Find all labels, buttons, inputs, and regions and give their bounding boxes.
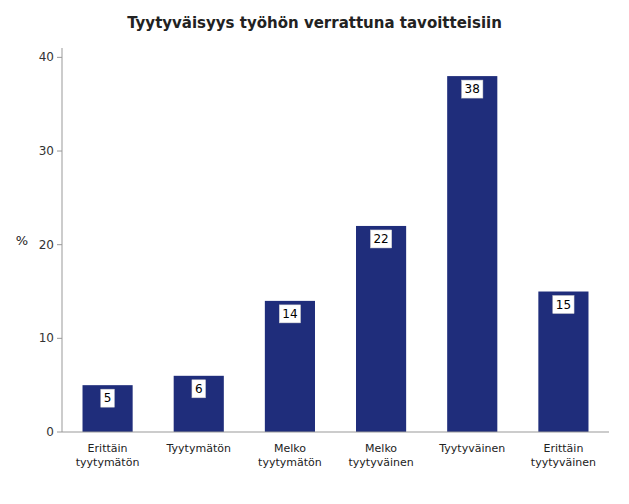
data-label: 14 xyxy=(279,305,300,323)
y-tick xyxy=(57,57,62,58)
data-label-text: 14 xyxy=(282,307,297,321)
bar xyxy=(174,376,224,432)
data-label-box xyxy=(101,389,115,407)
x-tick-label: Tyytymätön xyxy=(166,442,231,455)
data-label-box xyxy=(279,305,300,323)
title: Tyytyväisyys työhön verrattuna tavoittei… xyxy=(127,14,502,32)
y-tick-label: 30 xyxy=(39,144,54,158)
x-tick-label: Erittäintyytyväinen xyxy=(531,442,596,469)
data-label: 38 xyxy=(462,80,483,98)
chart: Tyytyväisyys työhön verrattuna tavoittei… xyxy=(0,0,629,504)
bar xyxy=(83,385,133,432)
y-tick xyxy=(57,432,62,433)
y-tick xyxy=(57,151,62,152)
bars xyxy=(83,76,589,432)
x-tick-label: Erittäintyytymätön xyxy=(76,442,140,469)
bar xyxy=(447,76,497,432)
bar xyxy=(356,226,406,432)
data-label-box xyxy=(370,230,391,248)
bar xyxy=(265,301,315,432)
y-tick-label: 10 xyxy=(39,331,54,345)
data-label-text: 38 xyxy=(465,82,480,96)
data-label-box xyxy=(462,80,483,98)
data-label-box xyxy=(553,296,574,314)
y-axis: 0 10 20 30 40 xyxy=(39,48,62,439)
data-label: 22 xyxy=(370,230,391,248)
data-labels: 5 6 14 22 38 15 xyxy=(101,80,574,407)
y-tick-label: 20 xyxy=(39,238,54,252)
x-tick-label: Melkotyytymätön xyxy=(258,442,322,469)
y-axis-label: % xyxy=(16,233,28,248)
y-tick xyxy=(57,244,62,245)
x-axis-line xyxy=(62,432,609,433)
chart-container: Tyytyväisyys työhön verrattuna tavoittei… xyxy=(0,0,629,504)
data-label-text: 6 xyxy=(195,382,203,396)
x-tick-label: Tyytyväinen xyxy=(438,442,505,455)
data-label: 5 xyxy=(101,389,115,407)
y-axis-line xyxy=(62,48,63,432)
bar xyxy=(538,292,588,432)
y-tick-label: 40 xyxy=(39,50,54,64)
data-label-box xyxy=(192,380,206,398)
data-label: 6 xyxy=(192,380,206,398)
data-label-text: 15 xyxy=(556,298,571,312)
data-label: 15 xyxy=(553,296,574,314)
data-label-text: 22 xyxy=(373,232,388,246)
data-label-text: 5 xyxy=(104,391,112,405)
y-tick-label: 0 xyxy=(46,425,54,439)
x-tick-label: Melkotyytyväinen xyxy=(348,442,413,469)
x-axis: Erittäintyytymätön Tyytymätön Melkotyytymä… xyxy=(62,432,609,469)
y-tick xyxy=(57,338,62,339)
